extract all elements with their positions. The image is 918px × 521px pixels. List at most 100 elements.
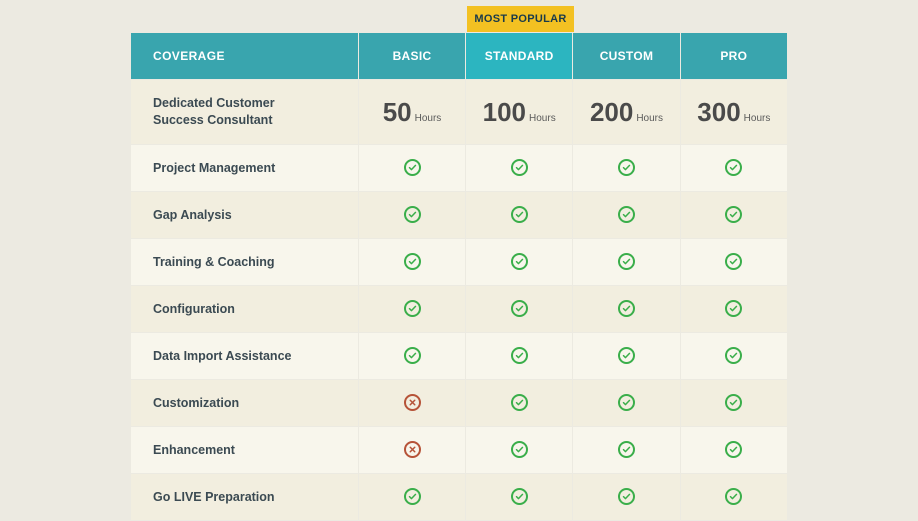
check-icon bbox=[404, 253, 421, 270]
plan-cell bbox=[359, 192, 465, 238]
table-row: Project Management bbox=[131, 145, 787, 191]
check-icon bbox=[725, 347, 742, 364]
check-icon bbox=[511, 206, 528, 223]
plan-cell bbox=[359, 286, 465, 332]
plan-cell bbox=[359, 474, 465, 520]
hours-label: Hours bbox=[415, 113, 442, 124]
check-icon bbox=[618, 488, 635, 505]
plan-cell bbox=[573, 192, 679, 238]
check-icon bbox=[618, 206, 635, 223]
check-icon bbox=[511, 488, 528, 505]
check-icon bbox=[618, 159, 635, 176]
plan-cell bbox=[359, 145, 465, 191]
table-row: Gap Analysis bbox=[131, 192, 787, 238]
plan-cell bbox=[359, 427, 465, 473]
check-icon bbox=[725, 488, 742, 505]
plan-cell bbox=[573, 380, 679, 426]
plan-cell bbox=[681, 333, 787, 379]
pricing-table: COVERAGE BASIC STANDARD CUSTOM PRO Dedic… bbox=[130, 32, 788, 521]
check-icon bbox=[511, 253, 528, 270]
plan-cell: 100Hours bbox=[466, 80, 572, 144]
check-icon bbox=[511, 394, 528, 411]
table-row: Go LIVE Preparation bbox=[131, 474, 787, 520]
check-icon bbox=[511, 300, 528, 317]
plan-cell bbox=[359, 333, 465, 379]
plan-header-pro: PRO bbox=[681, 33, 787, 79]
check-icon bbox=[725, 300, 742, 317]
plan-cell bbox=[466, 239, 572, 285]
plan-cell bbox=[359, 239, 465, 285]
plan-cell bbox=[573, 474, 679, 520]
feature-label: Customization bbox=[131, 380, 358, 426]
check-icon bbox=[404, 159, 421, 176]
plan-header-standard: STANDARD bbox=[466, 33, 572, 79]
check-icon bbox=[618, 441, 635, 458]
plan-cell bbox=[573, 239, 679, 285]
table-body: Dedicated CustomerSuccess Consultant50Ho… bbox=[131, 80, 787, 520]
plan-header-basic: BASIC bbox=[359, 33, 465, 79]
plan-cell bbox=[573, 286, 679, 332]
check-icon bbox=[511, 159, 528, 176]
table-row: Configuration bbox=[131, 286, 787, 332]
plan-cell: 200Hours bbox=[573, 80, 679, 144]
plan-cell bbox=[466, 333, 572, 379]
hours-value: 300 bbox=[697, 97, 740, 127]
hours-value: 50 bbox=[383, 97, 412, 127]
plan-cell bbox=[573, 427, 679, 473]
plan-cell bbox=[681, 286, 787, 332]
feature-label: Data Import Assistance bbox=[131, 333, 358, 379]
plan-cell bbox=[681, 145, 787, 191]
plan-header-custom: CUSTOM bbox=[573, 33, 679, 79]
x-icon bbox=[404, 441, 421, 458]
plan-cell bbox=[681, 192, 787, 238]
table-row: Customization bbox=[131, 380, 787, 426]
table-row: Data Import Assistance bbox=[131, 333, 787, 379]
header-row: COVERAGE BASIC STANDARD CUSTOM PRO bbox=[131, 33, 787, 79]
check-icon bbox=[511, 441, 528, 458]
table-row: Dedicated CustomerSuccess Consultant50Ho… bbox=[131, 80, 787, 144]
check-icon bbox=[404, 300, 421, 317]
plan-cell bbox=[466, 192, 572, 238]
feature-label: Dedicated CustomerSuccess Consultant bbox=[131, 80, 358, 144]
plan-cell bbox=[573, 333, 679, 379]
plan-cell bbox=[359, 380, 465, 426]
plan-cell bbox=[681, 474, 787, 520]
check-icon bbox=[725, 206, 742, 223]
hours-value: 100 bbox=[483, 97, 526, 127]
check-icon bbox=[725, 159, 742, 176]
plan-cell bbox=[466, 145, 572, 191]
most-popular-badge: MOST POPULAR bbox=[467, 6, 574, 32]
check-icon bbox=[725, 441, 742, 458]
hours-label: Hours bbox=[529, 113, 556, 124]
check-icon bbox=[404, 206, 421, 223]
feature-label: Configuration bbox=[131, 286, 358, 332]
plan-cell bbox=[466, 380, 572, 426]
plan-cell bbox=[681, 239, 787, 285]
plan-cell: 50Hours bbox=[359, 80, 465, 144]
check-icon bbox=[618, 300, 635, 317]
hours-label: Hours bbox=[744, 113, 771, 124]
feature-label: Project Management bbox=[131, 145, 358, 191]
table-row: Enhancement bbox=[131, 427, 787, 473]
feature-label: Enhancement bbox=[131, 427, 358, 473]
pricing-table-wrapper: MOST POPULAR COVERAGE BASIC STANDARD CUS… bbox=[0, 0, 918, 521]
check-icon bbox=[618, 347, 635, 364]
hours-label: Hours bbox=[636, 113, 663, 124]
check-icon bbox=[725, 394, 742, 411]
check-icon bbox=[618, 253, 635, 270]
feature-label: Gap Analysis bbox=[131, 192, 358, 238]
check-icon bbox=[404, 347, 421, 364]
check-icon bbox=[618, 394, 635, 411]
feature-label: Go LIVE Preparation bbox=[131, 474, 358, 520]
table-row: Training & Coaching bbox=[131, 239, 787, 285]
plan-cell: 300 Hours bbox=[681, 80, 787, 144]
x-icon bbox=[404, 394, 421, 411]
coverage-header: COVERAGE bbox=[131, 33, 358, 79]
check-icon bbox=[511, 347, 528, 364]
plan-cell bbox=[573, 145, 679, 191]
plan-cell bbox=[681, 380, 787, 426]
plan-cell bbox=[466, 286, 572, 332]
hours-value: 200 bbox=[590, 97, 633, 127]
plan-cell bbox=[466, 427, 572, 473]
check-icon bbox=[725, 253, 742, 270]
